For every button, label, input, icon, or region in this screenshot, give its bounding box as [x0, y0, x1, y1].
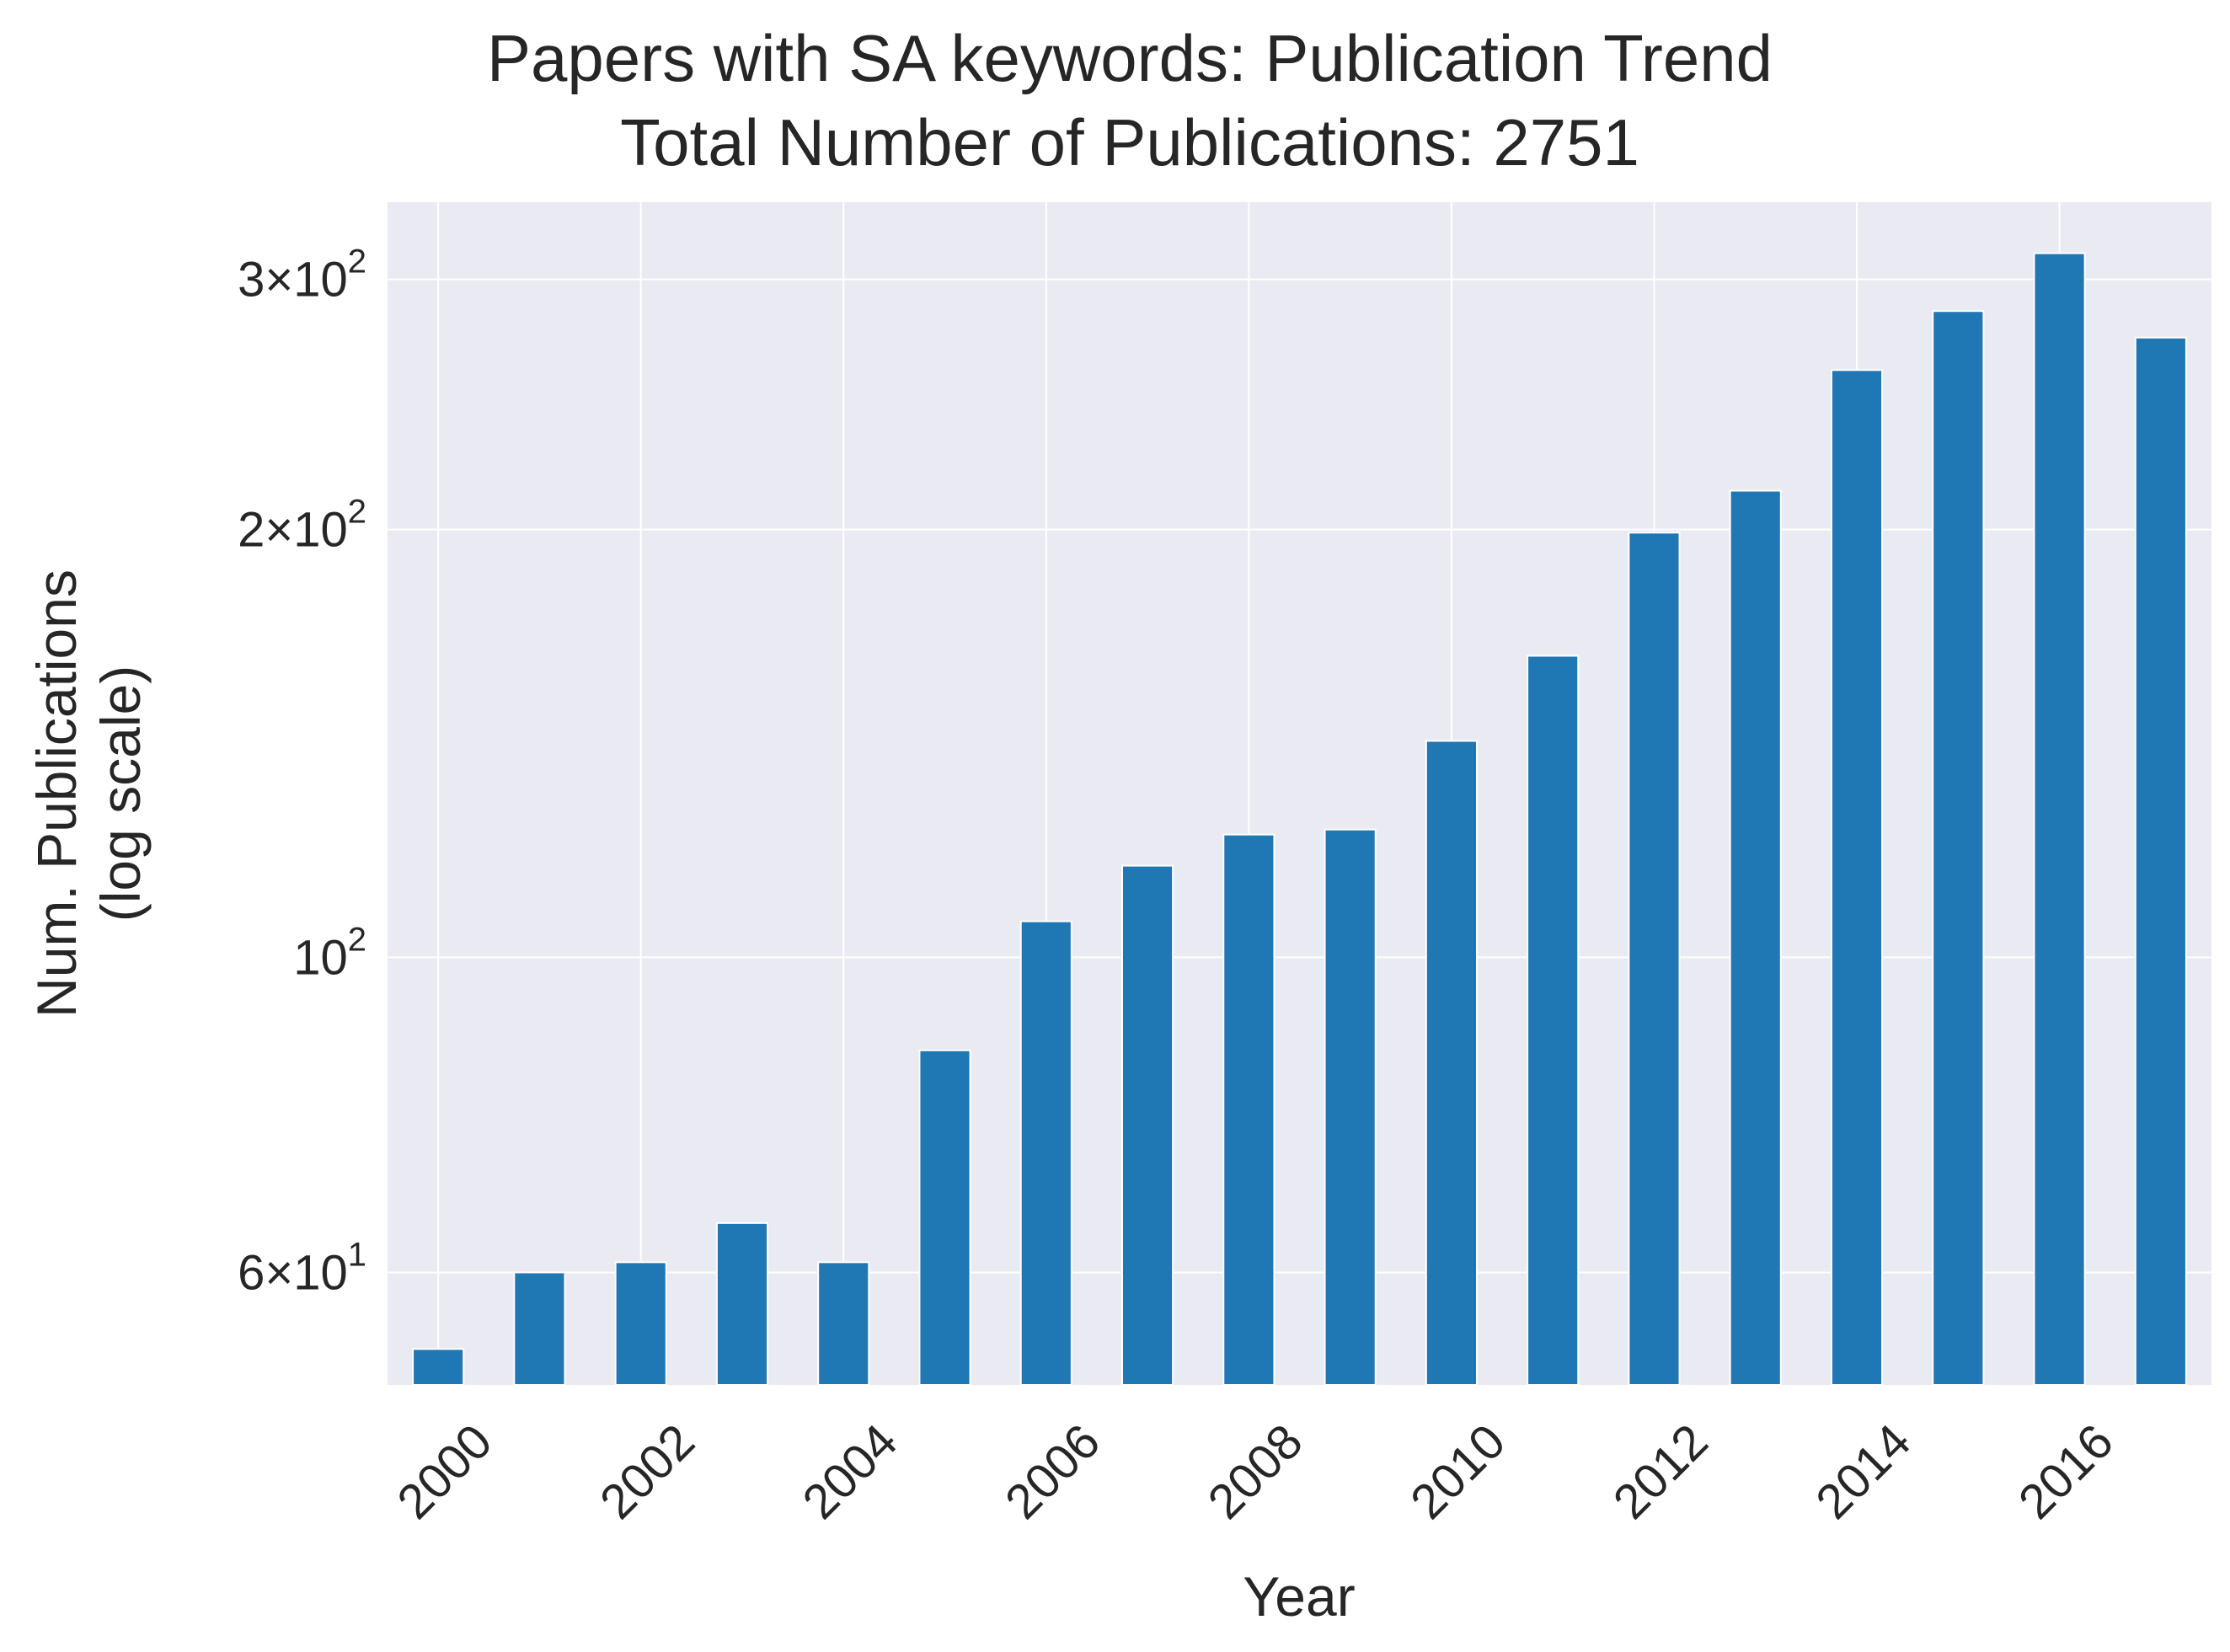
y-tick-labels: 6×101 102 2×102 3×102 [238, 243, 366, 1301]
y-axis-label-line-2: (log scale) [89, 666, 152, 922]
bar-2008 [1222, 833, 1275, 1386]
bars [412, 252, 2187, 1387]
x-tick-label: 2010 [1400, 1414, 1516, 1529]
y-tick-label: 2×102 [238, 494, 366, 558]
bar-2011 [1527, 655, 1580, 1386]
chart-subtitle: Total Number of Publications: 2751 [620, 105, 1639, 179]
y-tick-label: 6×101 [238, 1236, 366, 1300]
x-axis-label: Year [1243, 1565, 1355, 1628]
bar-2014 [1830, 369, 1884, 1386]
bar-2009 [1324, 828, 1377, 1386]
y-tick-label: 102 [293, 921, 366, 985]
bar-2017 [2134, 336, 2187, 1386]
chart-title: Papers with SA keywords: Publication Tre… [487, 21, 1773, 95]
bar-2001 [513, 1271, 566, 1387]
bar-2016 [2033, 252, 2086, 1386]
y-axis-label-line-1: Num. Publications [25, 569, 88, 1018]
x-tick-label: 2002 [590, 1414, 705, 1529]
x-tick-label: 2006 [995, 1414, 1110, 1529]
y-tick-label: 3×102 [238, 243, 366, 307]
bar-2003 [715, 1222, 769, 1386]
bar-2005 [918, 1049, 971, 1386]
x-tick-labels: 2000 2002 2004 2006 2008 2010 2012 2014 2016 [387, 1414, 2124, 1529]
bar-2013 [1729, 489, 1782, 1386]
bar-2015 [1932, 310, 1985, 1386]
bar-2006 [1019, 920, 1072, 1386]
x-tick-label: 2004 [792, 1414, 907, 1529]
bar-2012 [1628, 532, 1681, 1386]
x-tick-label: 2008 [1197, 1414, 1313, 1529]
bar-2002 [614, 1261, 667, 1386]
x-tick-label: 2012 [1603, 1414, 1719, 1529]
bar-2004 [817, 1261, 870, 1386]
x-tick-label: 2014 [1805, 1414, 1921, 1529]
bar-2000 [412, 1348, 465, 1387]
x-tick-label: 2016 [2008, 1414, 2124, 1529]
bar-2007 [1121, 864, 1174, 1387]
x-tick-label: 2000 [387, 1414, 502, 1529]
bar-2010 [1425, 740, 1478, 1386]
plot-background [388, 202, 2211, 1385]
